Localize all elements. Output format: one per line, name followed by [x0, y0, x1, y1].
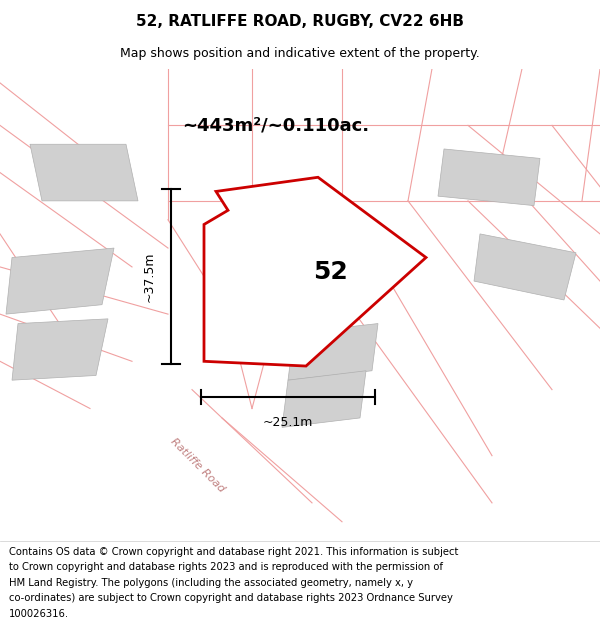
Polygon shape — [204, 177, 426, 366]
Text: 100026316.: 100026316. — [9, 609, 69, 619]
Text: 52: 52 — [313, 259, 347, 284]
Text: Contains OS data © Crown copyright and database right 2021. This information is : Contains OS data © Crown copyright and d… — [9, 546, 458, 556]
Text: 52, RATLIFFE ROAD, RUGBY, CV22 6HB: 52, RATLIFFE ROAD, RUGBY, CV22 6HB — [136, 14, 464, 29]
Text: ~37.5m: ~37.5m — [143, 251, 156, 302]
Polygon shape — [6, 248, 114, 314]
Polygon shape — [438, 149, 540, 206]
Text: ~443m²/~0.110ac.: ~443m²/~0.110ac. — [182, 116, 370, 134]
Polygon shape — [282, 371, 366, 428]
Text: Ratliffe Road: Ratliffe Road — [169, 436, 227, 494]
Polygon shape — [12, 319, 108, 380]
Text: to Crown copyright and database rights 2023 and is reproduced with the permissio: to Crown copyright and database rights 2… — [9, 562, 443, 572]
Text: HM Land Registry. The polygons (including the associated geometry, namely x, y: HM Land Registry. The polygons (includin… — [9, 578, 413, 587]
Polygon shape — [474, 234, 576, 300]
Text: co-ordinates) are subject to Crown copyright and database rights 2023 Ordnance S: co-ordinates) are subject to Crown copyr… — [9, 593, 453, 603]
Text: Map shows position and indicative extent of the property.: Map shows position and indicative extent… — [120, 48, 480, 61]
Polygon shape — [30, 144, 138, 201]
Polygon shape — [288, 324, 378, 380]
Text: ~25.1m: ~25.1m — [263, 416, 313, 429]
